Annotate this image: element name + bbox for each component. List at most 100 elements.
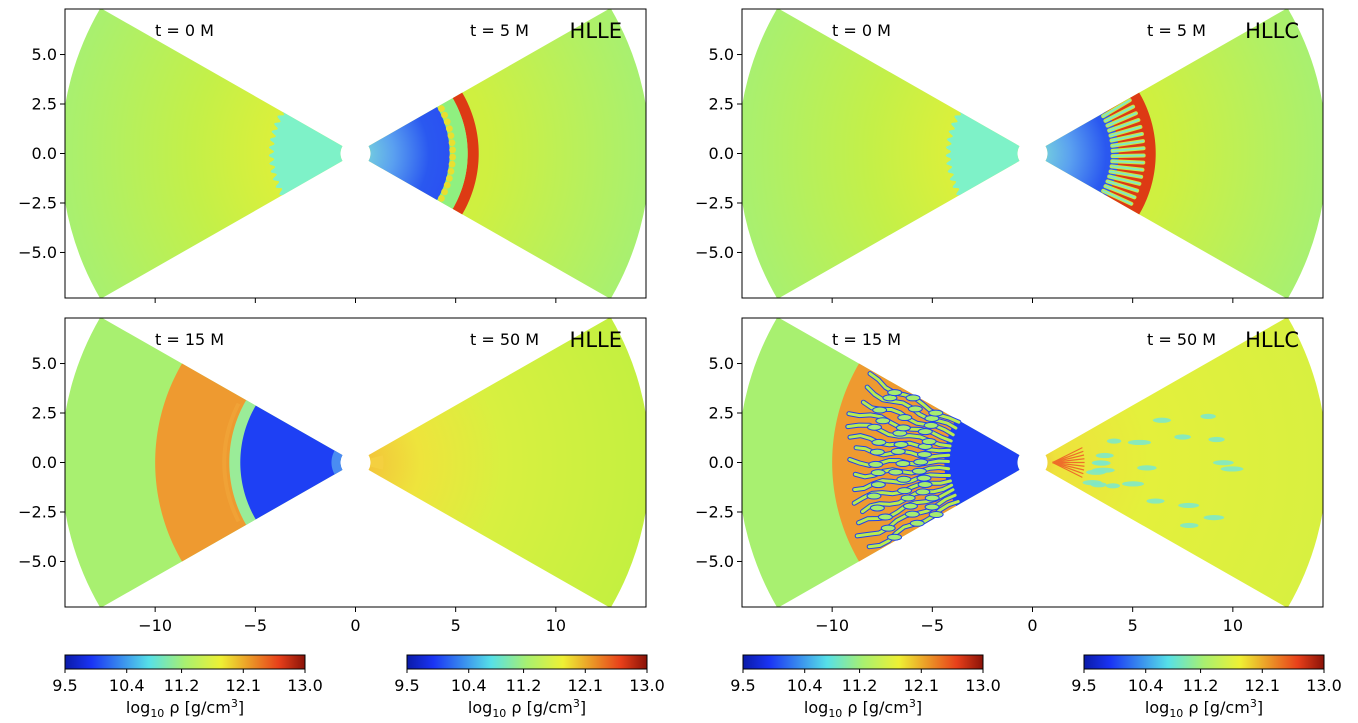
colorbar-2: 9.5 10.4 11.2 12.1 13.0 log10 ρ [g/cm3] bbox=[394, 654, 665, 720]
finger-blob bbox=[895, 424, 911, 432]
colorbar-tick-label: 9.5 bbox=[1071, 676, 1096, 695]
colorbar-label: log10 ρ [g/cm3] bbox=[804, 697, 922, 719]
cyan-core bbox=[268, 111, 343, 196]
finger-core bbox=[1111, 140, 1144, 147]
x-tick-label: −10 bbox=[138, 616, 172, 635]
finger-core bbox=[1104, 105, 1134, 122]
finger-core bbox=[1108, 175, 1141, 185]
colorbar-gradient bbox=[742, 654, 984, 670]
colorbar-tick-label: 11.2 bbox=[164, 676, 200, 695]
void bbox=[368, 106, 450, 201]
solver-label: HLLC bbox=[1245, 19, 1299, 43]
y-tick-label: 5.0 bbox=[709, 354, 734, 373]
finger-blob bbox=[887, 389, 903, 397]
x-tick-label: 5 bbox=[451, 616, 461, 635]
wedge-background bbox=[65, 9, 343, 298]
finger-core bbox=[1110, 165, 1144, 171]
jet-streak bbox=[1052, 458, 1085, 464]
y-tick-label: 2.5 bbox=[709, 95, 734, 114]
finger-blob bbox=[887, 533, 903, 541]
finger-blob bbox=[868, 460, 884, 468]
colorbar-3: 9.5 10.4 11.2 12.1 13.0 log10 ρ [g/cm3] bbox=[730, 654, 1001, 720]
finger-core bbox=[1109, 170, 1143, 178]
jet-streak bbox=[1052, 447, 1083, 464]
left-wedge bbox=[65, 9, 343, 298]
ripple bbox=[438, 105, 445, 113]
colorbar-label: log10 ρ [g/cm3] bbox=[468, 697, 586, 719]
colorbar-tick-label: 10.4 bbox=[451, 676, 487, 695]
finger-blob bbox=[867, 423, 883, 431]
y-tick-label: 5.0 bbox=[32, 45, 57, 64]
y-tick-label: 0.0 bbox=[709, 453, 734, 472]
blob bbox=[1127, 439, 1152, 446]
y-tick-label: −2.5 bbox=[18, 502, 57, 521]
x-tick-label: −5 bbox=[244, 616, 268, 635]
colorbar-tick-label: 12.1 bbox=[1244, 676, 1280, 695]
right-time-label: t = 50 M bbox=[470, 330, 539, 349]
finger-core bbox=[1108, 119, 1140, 132]
colorbar-tick-label: 9.5 bbox=[394, 676, 419, 695]
finger-blob bbox=[875, 417, 891, 425]
panel-4: 5.0 2.5 0.0 −2.5 −5.0 −10 −5 0 5 10 t = 15 M t = 50… bbox=[695, 317, 1324, 635]
void-core bbox=[331, 450, 343, 475]
finger-blob bbox=[872, 406, 888, 414]
jet-streak bbox=[1052, 461, 1084, 475]
shell bbox=[452, 92, 479, 215]
colorbar-gradient bbox=[64, 654, 306, 670]
jet-streak bbox=[1052, 450, 1084, 464]
left-time-label: t = 15 M bbox=[832, 330, 901, 349]
y-tick-label: −2.5 bbox=[18, 193, 57, 212]
solver-label: HLLE bbox=[570, 328, 622, 352]
colorbar-tick-label: 10.4 bbox=[787, 676, 823, 695]
blob bbox=[1106, 438, 1122, 444]
colorbar-tick-label: 9.5 bbox=[730, 676, 755, 695]
jet-streak bbox=[1052, 461, 1085, 467]
finger-blob bbox=[890, 447, 906, 455]
void bbox=[944, 418, 1020, 507]
y-tick-label: 2.5 bbox=[32, 95, 57, 114]
finger-core bbox=[1110, 133, 1143, 142]
finger-blob bbox=[928, 511, 944, 519]
blob bbox=[1090, 482, 1107, 488]
colorbar-label: log10 ρ [g/cm3] bbox=[126, 697, 244, 719]
colorbar-1: 9.5 10.4 11.2 12.1 13.0 log10 ρ [g/cm3] bbox=[52, 654, 323, 720]
finger-blob bbox=[900, 494, 916, 502]
left-wedge bbox=[742, 318, 1020, 607]
panel-3: 5.0 2.5 0.0 −2.5 −5.0 −10 −5 0 5 10 t = 15 M t = 50… bbox=[18, 317, 647, 635]
finger-blob bbox=[870, 481, 886, 489]
solver-label: HLLC bbox=[1245, 328, 1299, 352]
x-tick-label: −5 bbox=[921, 616, 945, 635]
void bbox=[1045, 110, 1119, 197]
y-tick-label: −5.0 bbox=[695, 243, 734, 262]
blob bbox=[1105, 483, 1120, 489]
finger-blob bbox=[911, 467, 927, 475]
finger-core bbox=[1102, 189, 1133, 205]
y-tick-label: −5.0 bbox=[18, 552, 57, 571]
jet-streak bbox=[1052, 461, 1083, 478]
colorbar-tick-label: 11.2 bbox=[1183, 676, 1219, 695]
blob bbox=[1152, 417, 1172, 423]
left-time-label: t = 15 M bbox=[155, 330, 224, 349]
wedge-background bbox=[1045, 318, 1323, 607]
ripple bbox=[448, 139, 456, 147]
finger-core bbox=[1106, 112, 1137, 127]
finger-blob bbox=[913, 458, 929, 466]
colorbar-tick-label: 10.4 bbox=[1128, 676, 1164, 695]
cyan-core bbox=[945, 111, 1020, 196]
panel-plot-area bbox=[742, 318, 1323, 607]
left-time-label: t = 0 M bbox=[832, 21, 891, 40]
colorbar-tick-label: 13.0 bbox=[1306, 676, 1342, 695]
blob bbox=[1179, 522, 1199, 529]
finger-blob bbox=[921, 438, 937, 446]
y-tick-label: 2.5 bbox=[709, 404, 734, 423]
finger-blob bbox=[917, 480, 933, 488]
finger-blob bbox=[880, 524, 896, 532]
finger-blob bbox=[907, 405, 923, 413]
blob bbox=[1178, 502, 1200, 509]
left-wedge bbox=[742, 9, 1020, 298]
colorbar-tick-label: 12.1 bbox=[567, 676, 603, 695]
finger-blob bbox=[896, 475, 912, 483]
panel-plot-area bbox=[65, 318, 646, 607]
ripple bbox=[438, 194, 445, 202]
